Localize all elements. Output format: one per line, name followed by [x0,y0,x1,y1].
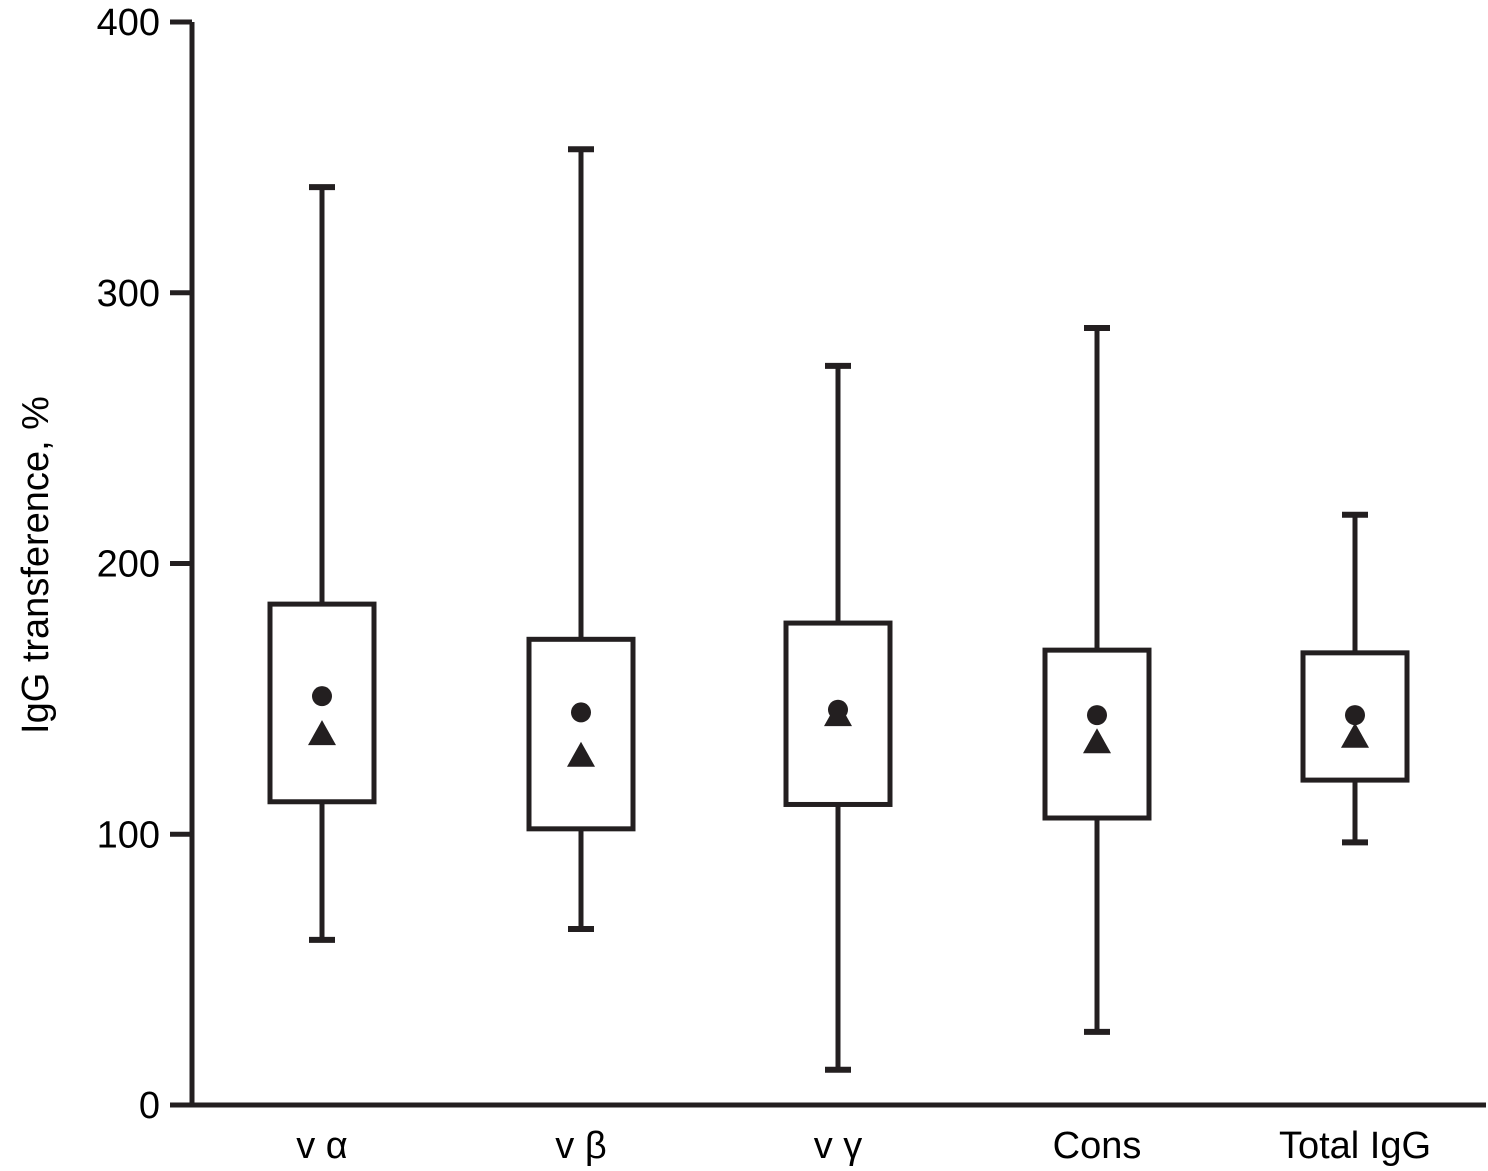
x-category-label: v α [296,1125,348,1167]
mean-marker [571,702,591,722]
x-category-label: Cons [1053,1125,1142,1167]
box-series [270,149,1407,1070]
mean-marker [312,686,332,706]
y-tick-label: 300 [97,273,160,315]
x-category-label: Total IgG [1279,1125,1431,1167]
y-tick-label: 0 [139,1085,160,1127]
box-group [529,149,633,929]
y-tick-label: 100 [97,814,160,856]
iqr-box [529,639,633,829]
y-tick-label: 400 [97,2,160,44]
mean-marker [1345,705,1365,725]
y-axis: 0 100 200 300 400 [97,2,192,1127]
x-category-label: v γ [814,1125,863,1167]
box-group [786,366,890,1070]
mean-marker [1087,705,1107,725]
box-group [270,187,374,940]
x-axis: v α v β v γ Cons Total IgG [170,1105,1486,1167]
box-group [1045,328,1149,1032]
y-axis-title: IgG transference, % [15,396,57,734]
x-category-label: v β [555,1125,606,1167]
box-group [1303,515,1407,843]
y-tick-label: 200 [97,544,160,586]
